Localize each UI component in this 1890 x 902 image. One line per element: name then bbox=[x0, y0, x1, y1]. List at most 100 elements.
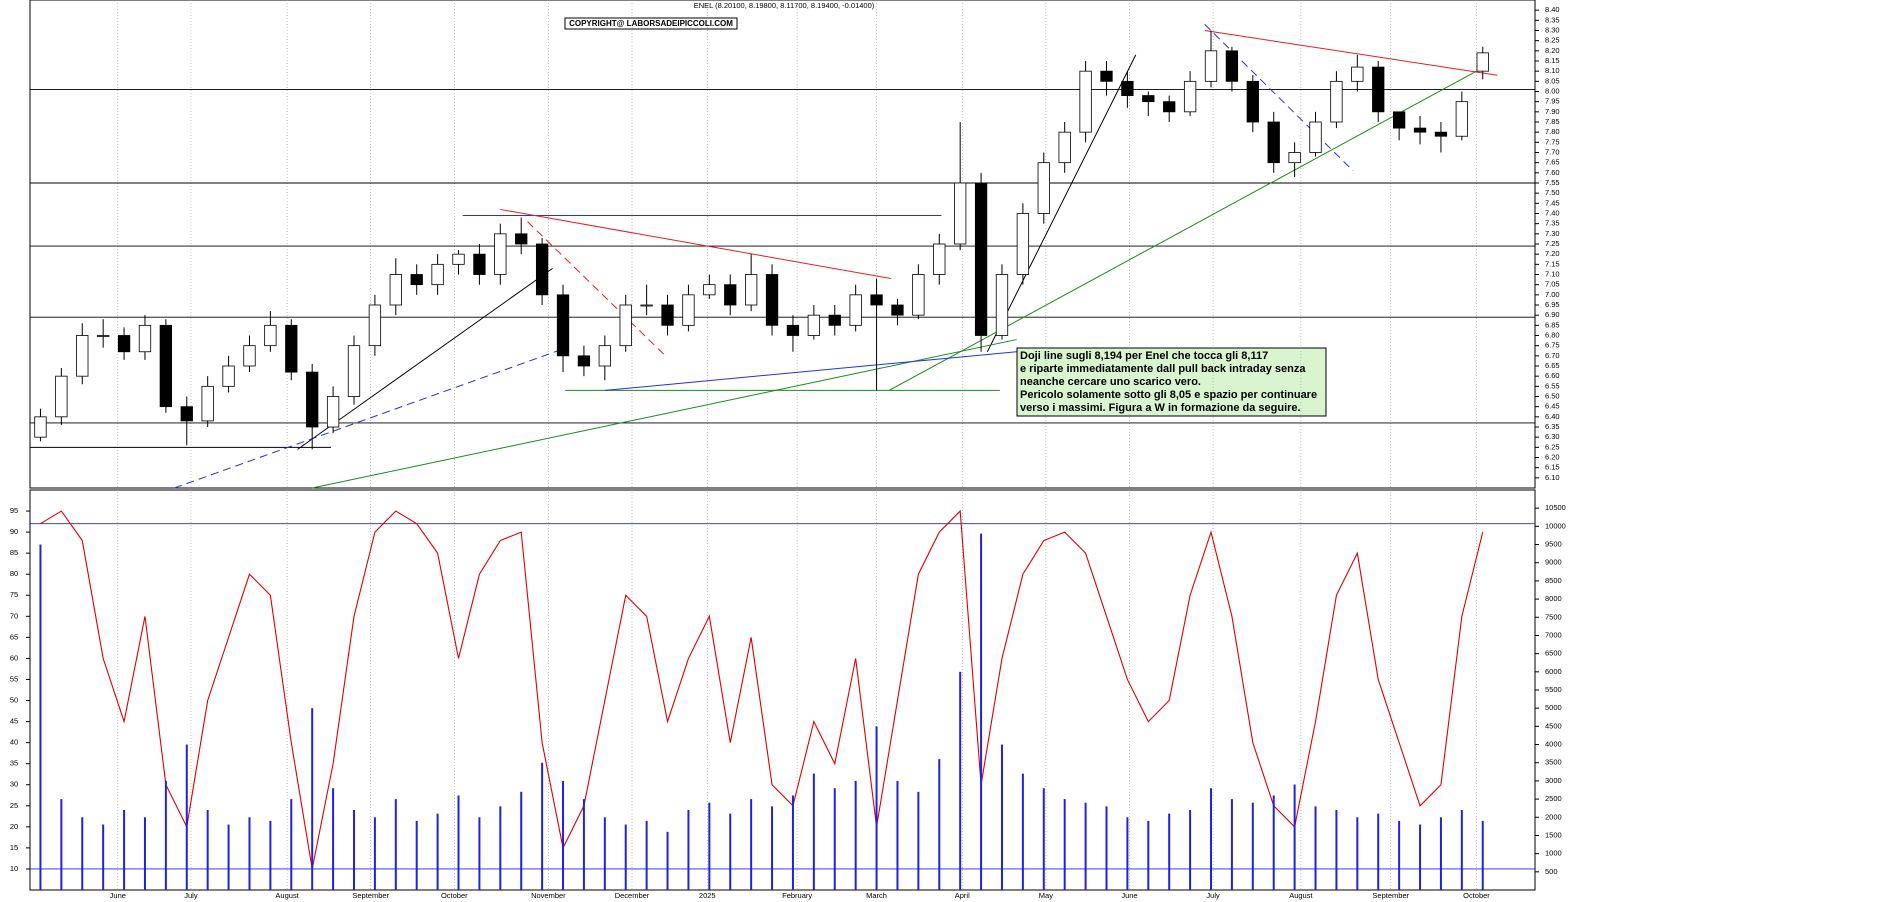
y-tick-label: 95 bbox=[10, 506, 18, 515]
x-tick-label: August bbox=[1289, 891, 1313, 900]
candle-body bbox=[306, 371, 319, 428]
y-tick-label: 30 bbox=[10, 780, 18, 789]
x-tick-label: June bbox=[1121, 891, 1137, 900]
volume-bar bbox=[415, 820, 418, 890]
volume-bar bbox=[1105, 806, 1108, 890]
y-tick-label: 6.35 bbox=[1545, 422, 1560, 431]
candle-body bbox=[117, 335, 131, 353]
volume-bar bbox=[708, 802, 711, 890]
candle-body bbox=[34, 416, 47, 438]
candle-body bbox=[138, 324, 152, 353]
candle-body bbox=[76, 335, 89, 377]
y2-tick-label: 4500 bbox=[1545, 721, 1562, 730]
candle-body bbox=[1392, 111, 1406, 129]
volume-bar bbox=[1042, 788, 1045, 890]
y-tick-label: 7.30 bbox=[1545, 229, 1560, 238]
y-tick-label: 70 bbox=[10, 611, 18, 620]
candle-body bbox=[682, 294, 695, 326]
y-tick-label: 8.20 bbox=[1545, 46, 1560, 55]
volume-bar bbox=[1230, 799, 1233, 890]
x-tick-label: June bbox=[110, 891, 126, 900]
oscillator-line bbox=[40, 509, 1484, 870]
candle-body bbox=[703, 284, 716, 296]
copyright-box bbox=[564, 17, 738, 30]
y-tick-label: 7.15 bbox=[1545, 259, 1560, 268]
y-tick-label: 6.90 bbox=[1545, 310, 1560, 319]
volume-bar bbox=[394, 799, 397, 890]
volume-bar bbox=[1147, 820, 1150, 890]
volume-bar bbox=[39, 544, 42, 890]
y-tick-label: 7.70 bbox=[1545, 147, 1560, 156]
x-tick-label: October bbox=[1463, 891, 1490, 900]
y-tick-label: 7.75 bbox=[1545, 137, 1560, 146]
volume-bar bbox=[332, 788, 335, 890]
volume-bar bbox=[60, 799, 63, 890]
candle-body bbox=[807, 314, 821, 336]
x-tick-label: July bbox=[184, 891, 198, 900]
y-tick-label: 8.35 bbox=[1545, 15, 1560, 24]
y-tick-label: 6.55 bbox=[1545, 381, 1560, 390]
x-tick-label: 2025 bbox=[699, 891, 716, 900]
candle-body bbox=[1121, 80, 1134, 96]
volume-bar bbox=[499, 806, 502, 890]
volume-bar bbox=[541, 762, 544, 890]
volume-bar bbox=[1481, 820, 1484, 890]
y-tick-label: 8.05 bbox=[1545, 76, 1560, 85]
volume-bar bbox=[1356, 817, 1359, 890]
candle-body bbox=[744, 274, 758, 306]
candle-body bbox=[598, 345, 611, 367]
volume-bar bbox=[562, 780, 565, 890]
volume-bar bbox=[102, 824, 105, 890]
volume-bar bbox=[1084, 802, 1087, 890]
volume-bar bbox=[1314, 806, 1317, 890]
y-tick-label: 8.25 bbox=[1545, 36, 1560, 45]
y-tick-label: 7.80 bbox=[1545, 127, 1560, 136]
y2-tick-label: 2000 bbox=[1545, 812, 1562, 821]
y-tick-label: 8.30 bbox=[1545, 25, 1560, 34]
y-tick-label: 8.40 bbox=[1545, 5, 1560, 14]
volume-bar bbox=[791, 795, 794, 890]
candle-body bbox=[828, 314, 841, 326]
candle-body bbox=[264, 324, 277, 347]
y-tick-label: 6.65 bbox=[1545, 361, 1560, 370]
y-tick-label: 85 bbox=[10, 548, 18, 557]
y-tick-label: 7.50 bbox=[1545, 188, 1560, 197]
x-tick-label: July bbox=[1206, 891, 1220, 900]
trendline bbox=[527, 221, 666, 357]
volume-bar bbox=[373, 817, 376, 890]
y-tick-label: 7.95 bbox=[1545, 97, 1560, 106]
y2-tick-label: 7000 bbox=[1545, 630, 1562, 639]
volume-bar bbox=[1126, 817, 1129, 890]
candle-body bbox=[577, 355, 591, 367]
candle-body bbox=[1204, 50, 1218, 82]
candle-body bbox=[97, 335, 110, 337]
y-tick-label: 6.95 bbox=[1545, 300, 1560, 309]
y-tick-label: 20 bbox=[10, 822, 18, 831]
y2-tick-label: 10000 bbox=[1545, 521, 1566, 530]
y-tick-label: 25 bbox=[10, 801, 18, 810]
volume-bar bbox=[1377, 813, 1380, 890]
y-tick-label: 8.00 bbox=[1545, 86, 1560, 95]
trendline bbox=[312, 339, 1017, 489]
volume-bar bbox=[750, 799, 753, 890]
candle-body bbox=[347, 345, 361, 397]
y2-tick-label: 8000 bbox=[1545, 594, 1562, 603]
y2-tick-label: 1500 bbox=[1545, 830, 1562, 839]
candle-body bbox=[933, 243, 946, 275]
candle-body bbox=[201, 385, 214, 422]
y-tick-label: 6.45 bbox=[1545, 402, 1560, 411]
candle-body bbox=[1037, 162, 1050, 214]
volume-bar bbox=[1293, 784, 1296, 890]
trendline bbox=[1204, 24, 1354, 172]
volume-bar bbox=[1272, 795, 1275, 890]
y2-tick-label: 9000 bbox=[1545, 558, 1562, 567]
candle-body bbox=[535, 243, 549, 296]
y-tick-label: 6.15 bbox=[1545, 463, 1560, 472]
y2-tick-label: 3500 bbox=[1545, 758, 1562, 767]
x-tick-label: September bbox=[352, 891, 389, 900]
y2-tick-label: 7500 bbox=[1545, 612, 1562, 621]
trendline bbox=[500, 208, 892, 280]
y2-tick-label: 10500 bbox=[1545, 503, 1566, 512]
volume-bar bbox=[1210, 788, 1213, 890]
